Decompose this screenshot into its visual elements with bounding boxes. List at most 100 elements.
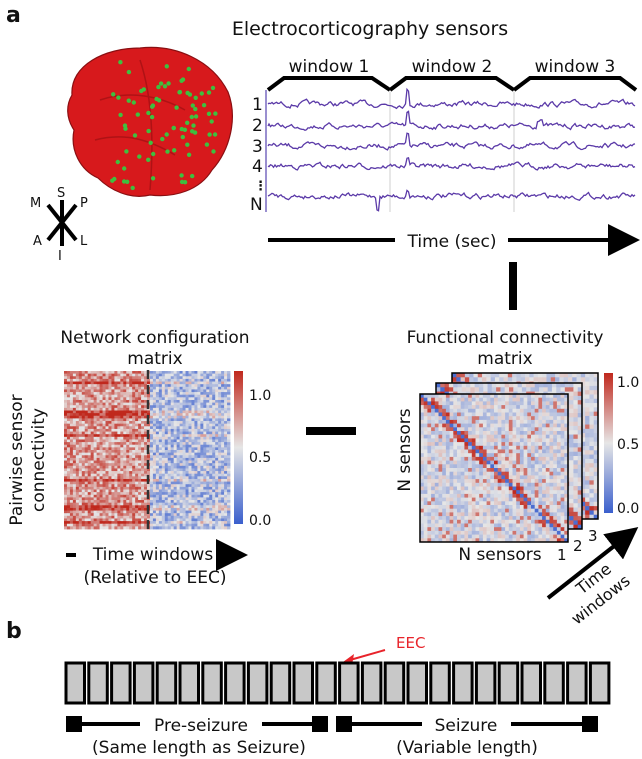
matrix-cell — [66, 486, 71, 490]
matrix-cell — [99, 505, 103, 509]
matrix-cell — [102, 513, 106, 517]
matrix-cell — [129, 426, 133, 430]
fc-cell — [573, 413, 579, 418]
matrix-cell — [84, 394, 89, 398]
matrix-cell — [69, 473, 74, 477]
matrix-cell — [224, 405, 228, 409]
matrix-cell — [176, 465, 180, 469]
matrix-cell — [197, 510, 201, 514]
matrix-cell — [120, 442, 124, 446]
matrix-cell — [179, 389, 183, 393]
matrix-cell — [144, 450, 148, 454]
matrix-cell — [93, 505, 97, 509]
fc-cell — [573, 400, 579, 405]
matrix-cell — [197, 484, 201, 488]
matrix-cell — [218, 418, 222, 422]
matrix-cell — [90, 410, 95, 414]
matrix-cell — [87, 373, 92, 377]
matrix-cell — [179, 431, 183, 435]
matrix-cell — [191, 384, 195, 388]
matrix-cell — [179, 397, 183, 401]
matrix-cell — [81, 421, 86, 425]
matrix-cell — [212, 428, 216, 432]
electrode-dot — [146, 128, 151, 134]
matrix-cell — [173, 473, 178, 477]
matrix-cell — [72, 407, 77, 411]
matrix-cell — [120, 486, 124, 490]
matrix-cell — [224, 515, 228, 519]
matrix-cell — [227, 523, 231, 527]
matrix-cell — [155, 455, 160, 459]
matrix-cell — [129, 452, 133, 456]
matrix-cell — [93, 486, 97, 490]
fc-cell — [585, 458, 590, 464]
matrix-cell — [167, 439, 172, 443]
matrix-cell — [167, 413, 172, 417]
matrix-cell — [129, 428, 133, 432]
matrix-cell — [161, 526, 166, 530]
matrix-cell — [185, 502, 189, 506]
matrix-cell — [69, 481, 74, 485]
matrix-cell — [149, 455, 154, 459]
matrix-cell — [170, 405, 175, 409]
matrix-cell — [194, 373, 198, 377]
matrix-cell — [218, 421, 222, 425]
matrix-cell — [152, 402, 157, 406]
matrix-cell — [191, 410, 195, 414]
matrix-cell — [149, 431, 154, 435]
matrix-cell — [179, 399, 183, 403]
matrix-cell — [105, 455, 109, 459]
matrix-cell — [161, 471, 166, 475]
matrix-cell — [129, 468, 133, 472]
matrix-cell — [200, 384, 204, 388]
matrix-cell — [203, 421, 207, 425]
fc-cell — [593, 415, 599, 421]
matrix-cell — [161, 489, 166, 493]
matrix-cell — [111, 436, 115, 440]
matrix-cell — [164, 434, 169, 438]
matrix-cell — [78, 384, 83, 388]
matrix-cell — [141, 521, 145, 525]
matrix-cell — [206, 405, 210, 409]
matrix-cell — [173, 415, 178, 419]
matrix-cell — [155, 421, 160, 425]
matrix-cell — [182, 442, 186, 446]
matrix-cell — [152, 376, 157, 380]
matrix-cell — [135, 500, 139, 504]
matrix-cell — [105, 518, 109, 522]
matrix-cell — [75, 452, 80, 456]
matrix-cell — [64, 371, 68, 375]
matrix-cell — [81, 471, 86, 475]
matrix-cell — [179, 518, 183, 522]
matrix-cell — [102, 523, 106, 527]
fc-cell — [470, 387, 476, 392]
matrix-cell — [96, 502, 100, 506]
matrix-cell — [227, 421, 231, 425]
matrix-cell — [188, 481, 192, 485]
matrix-cell — [64, 484, 68, 488]
matrix-cell — [138, 471, 142, 475]
matrix-cell — [129, 518, 133, 522]
matrix-cell — [155, 481, 160, 485]
matrix-cell — [117, 447, 121, 451]
matrix-cell — [185, 484, 189, 488]
matrix-cell — [194, 436, 198, 440]
matrix-cell — [126, 410, 130, 414]
matrix-cell — [227, 476, 231, 480]
matrix-cell — [132, 481, 136, 485]
matrix-cell — [141, 431, 145, 435]
matrix-cell — [108, 478, 112, 482]
matrix-cell — [203, 428, 207, 432]
matrix-cell — [108, 415, 112, 419]
matrix-cell — [170, 397, 175, 401]
matrix-cell — [221, 492, 225, 496]
matrix-cell — [209, 515, 213, 519]
matrix-cell — [149, 510, 154, 514]
matrix-cell — [105, 418, 109, 422]
matrix-cell — [93, 436, 97, 440]
matrix-cell — [75, 376, 80, 380]
matrix-cell — [158, 507, 163, 511]
matrix-cell — [164, 489, 169, 493]
matrix-cell — [144, 455, 148, 459]
matrix-cell — [212, 484, 216, 488]
